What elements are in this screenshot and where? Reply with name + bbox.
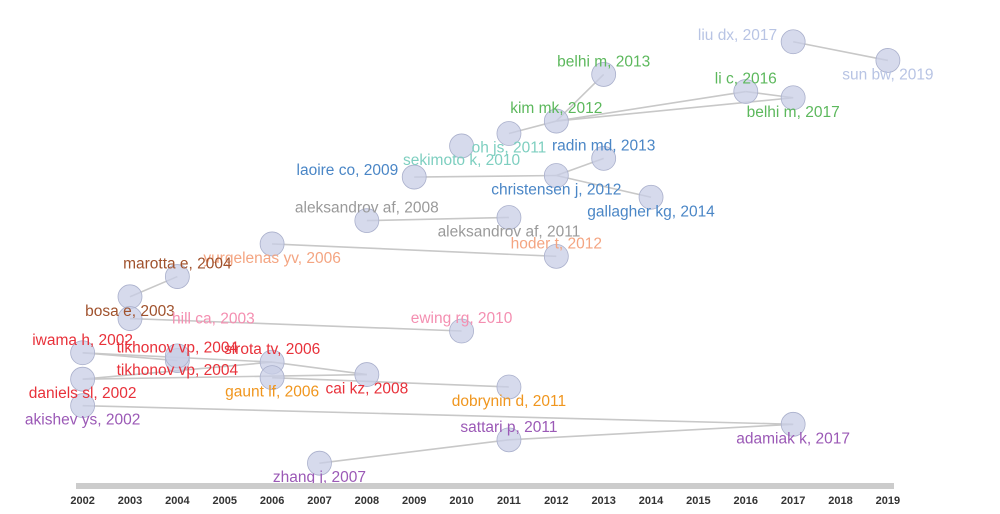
publication-label: gallagher kg, 2014 [587,203,715,220]
publication-label: tikhonov vp, 2004 [117,362,239,379]
x-axis: 2002 2003 2004 2005 2006 2007 2008 2009 2010 2011… [70,483,900,507]
x-tick-label: 2013 [591,495,615,507]
citation-edge [82,373,367,381]
publication-label: sekimoto k, 2010 [403,152,521,169]
x-tick-label: 2017 [781,495,805,507]
publication-node[interactable] [496,427,522,453]
publication-label: bosa e, 2003 [85,303,175,320]
publication-label: daniels sl, 2002 [29,385,137,402]
publication-label: sun bw, 2019 [842,66,933,83]
x-tick-label: 2004 [165,495,190,507]
publication-label: liu dx, 2017 [698,27,777,44]
citation-edge [272,376,509,388]
citation-edge [793,40,889,62]
publication-node[interactable] [543,163,569,188]
x-tick-label: 2003 [118,495,142,507]
publication-node[interactable] [780,85,806,111]
publication-label: kim mk, 2012 [510,100,602,117]
publication-node[interactable] [496,205,522,230]
publication-label: cai kz, 2008 [325,381,408,398]
publication-node[interactable] [70,366,96,392]
x-tick-label: 2010 [449,495,473,507]
publication-node[interactable] [543,243,569,269]
publication-label: belhi m, 2017 [747,104,840,121]
x-tick-label: 2012 [544,495,568,507]
publication-label: tikhonov vp, 2004 [117,340,239,357]
publication-label: iwama h, 2002 [32,332,133,349]
publication-label: belhi m, 2013 [557,53,650,70]
citation-edge [556,90,746,122]
citation-edge [129,317,462,332]
publication-node[interactable] [164,264,190,289]
publication-label: adamiak k, 2017 [736,430,850,447]
publication-label: sirota tv, 2006 [224,341,320,358]
publication-node[interactable] [401,164,427,190]
publication-label: li c, 2016 [715,71,777,88]
publication-label: radin md, 2013 [552,137,655,154]
x-tick-label: 2008 [355,495,379,507]
x-tick-label: 2019 [876,495,900,507]
publication-node[interactable] [70,393,96,419]
publication-label: aleksandrov af, 2008 [295,200,439,217]
publication-label: yurgelenas yv, 2006 [203,250,341,267]
publication-node[interactable] [591,145,617,171]
x-tick-label: 2007 [307,495,331,507]
publication-node[interactable] [543,108,569,134]
publication-label: gaunt lf, 2006 [225,384,319,401]
publication-node[interactable] [164,343,190,369]
x-tick-label: 2009 [402,495,426,507]
publication-node[interactable] [259,231,285,257]
x-tick-label: 2005 [212,495,236,507]
citation-edge [414,174,557,178]
x-axis-line [76,483,894,489]
publication-label: sattari p, 2011 [460,419,557,436]
publication-label: oh js, 2011 [472,140,547,157]
citation-edge [508,423,794,441]
publication-node[interactable] [496,374,522,400]
citation-edge [319,439,510,464]
x-tick-label: 2002 [70,495,94,507]
publication-label: hill ca, 2003 [172,311,255,328]
citation-edge [272,243,557,258]
publication-label: marotta e, 2004 [123,256,232,273]
publication-node[interactable] [591,62,617,87]
publication-nodes [70,29,901,476]
citation-edge [556,96,794,122]
publication-label: akishev ys, 2002 [25,412,140,429]
publication-node[interactable] [354,208,380,233]
publication-label: ewing rg, 2010 [411,310,513,327]
x-tick-label: 2016 [734,495,758,507]
publication-label: zhang j, 2007 [273,469,366,486]
citation-edge [82,351,178,362]
publication-label: laoire co, 2009 [297,162,399,179]
citation-edge [82,404,794,426]
publication-label: christensen j, 2012 [491,182,621,199]
publication-node[interactable] [449,318,474,344]
publication-label: aleksandrov af, 2011 [438,223,581,240]
publication-label: hoder t, 2012 [511,235,602,252]
x-tick-label: 2014 [639,495,664,507]
citation-edge [556,174,652,199]
citation-edge [366,216,509,222]
publication-node[interactable] [733,79,759,104]
publication-node[interactable] [780,411,806,437]
publication-label: dobrynin d, 2011 [452,393,566,410]
citation-edge [272,361,367,376]
x-tick-label: 2011 [497,495,521,507]
x-tick-label: 2015 [686,495,710,507]
publication-node[interactable] [875,48,901,73]
publication-node[interactable] [259,365,285,391]
publication-node[interactable] [117,306,143,331]
publication-node[interactable] [780,29,806,55]
publication-node[interactable] [70,340,96,366]
publication-labels: liu dx, 2017 sun bw, 2019 belhi m, 2013 li … [25,27,934,486]
publication-node[interactable] [449,133,474,159]
publication-node[interactable] [638,184,664,210]
publication-node[interactable] [307,450,332,476]
x-tick-label: 2018 [828,495,852,507]
x-tick-label: 2006 [260,495,284,507]
publication-node[interactable] [354,362,380,387]
publication-node[interactable] [496,121,522,146]
